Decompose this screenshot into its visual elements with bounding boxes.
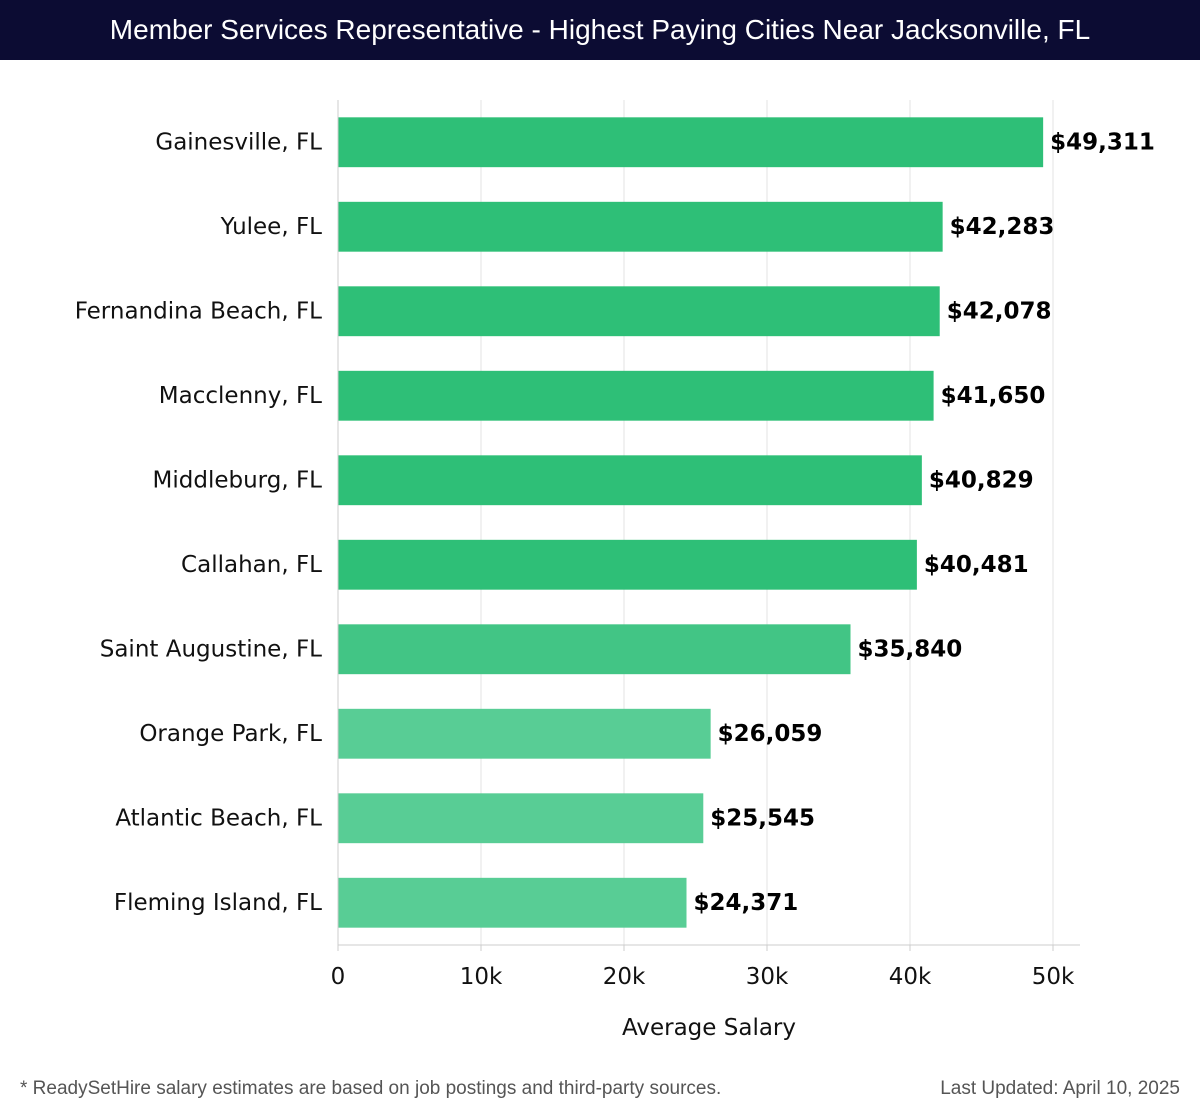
value-label: $25,545 <box>710 805 815 831</box>
x-tick-label: 0 <box>331 964 346 990</box>
bar <box>338 201 943 252</box>
bar <box>338 455 922 506</box>
x-tick-label: 40k <box>889 964 932 990</box>
category-label: Atlantic Beach, FL <box>115 805 322 831</box>
category-label: Yulee, FL <box>220 214 323 240</box>
bar <box>338 117 1044 168</box>
bar <box>338 624 851 675</box>
value-label: $49,311 <box>1050 129 1155 155</box>
chart-title: Member Services Representative - Highest… <box>0 0 1200 60</box>
value-label: $42,283 <box>950 214 1055 240</box>
category-label: Gainesville, FL <box>155 129 322 155</box>
bar <box>338 708 711 759</box>
value-label: $40,481 <box>924 552 1029 578</box>
bar <box>338 793 704 844</box>
category-label: Fleming Island, FL <box>114 890 322 916</box>
value-label: $42,078 <box>947 298 1052 324</box>
x-tick-label: 20k <box>603 964 646 990</box>
bar <box>338 539 917 590</box>
x-tick-label: 10k <box>460 964 503 990</box>
value-label: $40,829 <box>929 467 1034 493</box>
x-axis-title: Average Salary <box>622 1015 796 1041</box>
footer-updated: Last Updated: April 10, 2025 <box>940 1078 1180 1099</box>
footer-note: * ReadySetHire salary estimates are base… <box>20 1078 722 1099</box>
bar <box>338 370 934 421</box>
category-label: Orange Park, FL <box>139 721 322 747</box>
x-tick-label: 50k <box>1032 964 1075 990</box>
category-label: Fernandina Beach, FL <box>75 298 322 324</box>
value-label: $26,059 <box>718 721 823 747</box>
category-label: Middleburg, FL <box>153 467 323 493</box>
bar <box>338 286 940 337</box>
value-label: $35,840 <box>858 636 963 662</box>
bar-chart: Gainesville, FL $49,311 Yulee, FL $42,283 Fe… <box>75 100 1155 1041</box>
category-label: Saint Augustine, FL <box>100 636 322 662</box>
value-label: $41,650 <box>941 383 1046 409</box>
category-label: Callahan, FL <box>181 552 322 578</box>
category-label: Macclenny, FL <box>159 383 322 409</box>
value-label: $24,371 <box>694 890 799 916</box>
x-tick-label: 30k <box>746 964 789 990</box>
bar <box>338 877 687 928</box>
